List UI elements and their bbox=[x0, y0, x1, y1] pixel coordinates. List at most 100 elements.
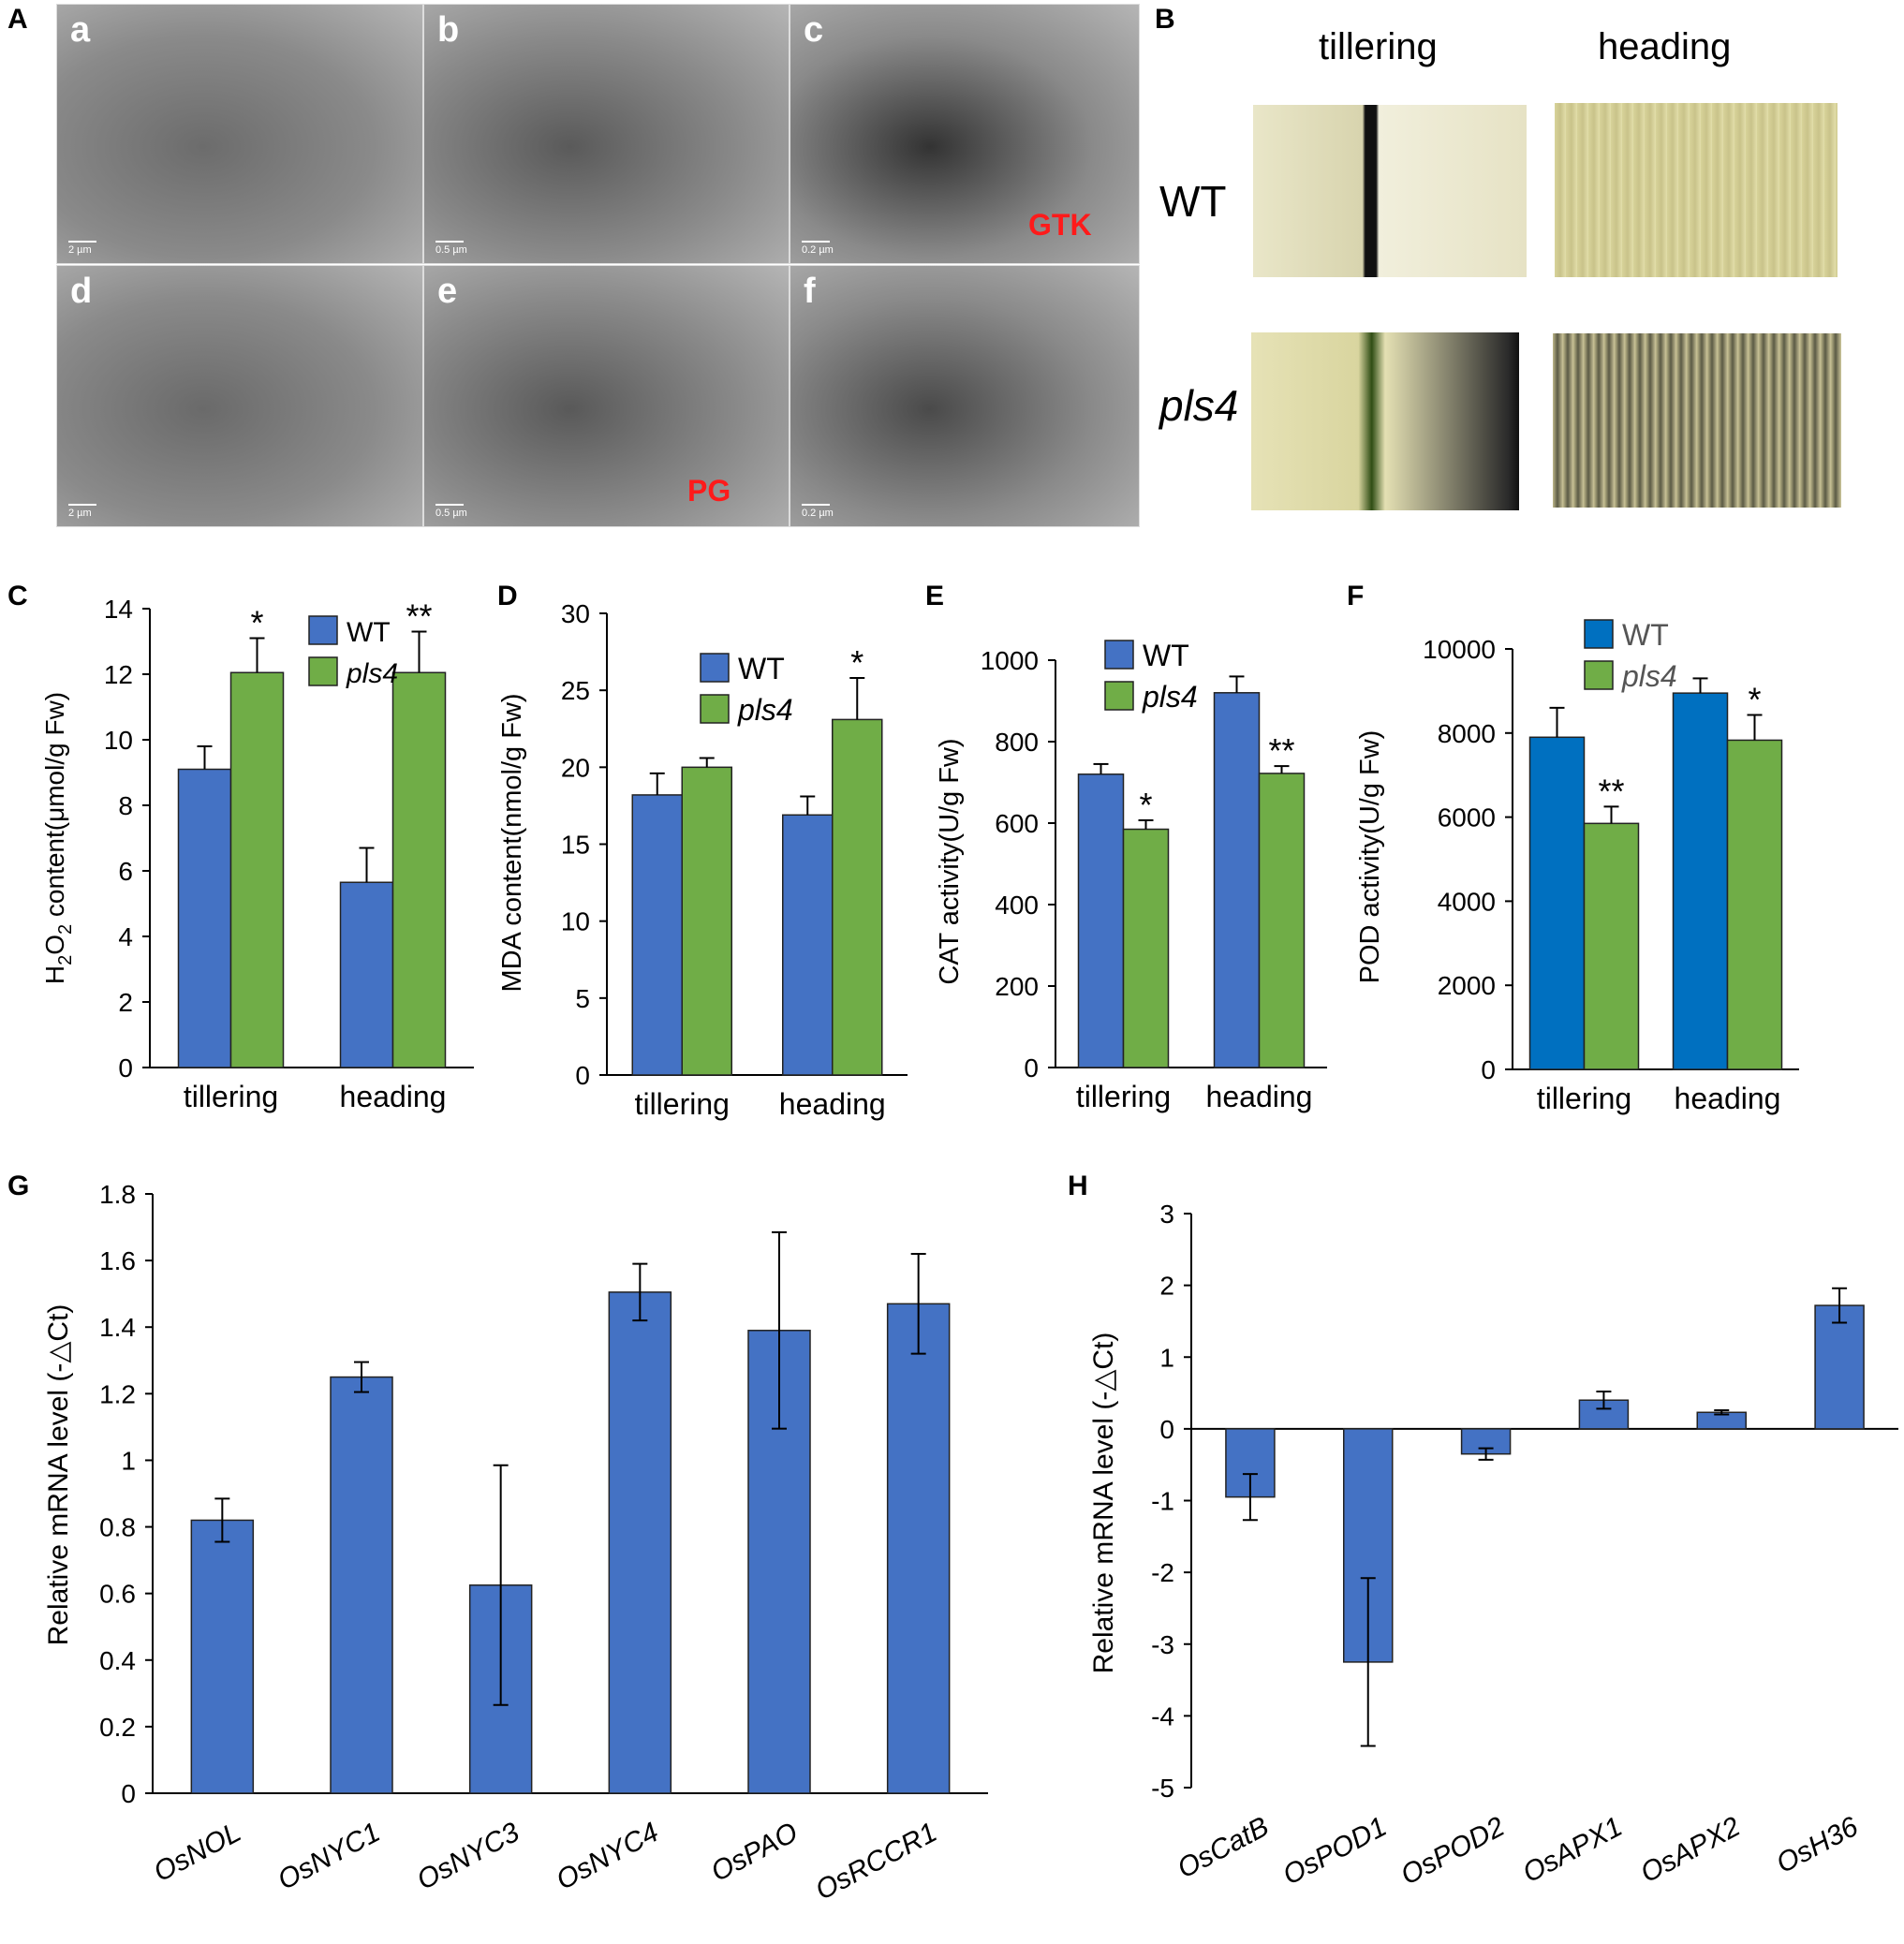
stain-wt-heading bbox=[1555, 103, 1838, 277]
y-tick-label: 4 bbox=[118, 922, 133, 951]
panel-label-g: G bbox=[7, 1171, 30, 1201]
y-tick-label: 0.4 bbox=[99, 1646, 136, 1675]
y-tick-label: 400 bbox=[995, 891, 1039, 920]
tem-letter-f: f bbox=[804, 272, 816, 311]
y-tick-label: -4 bbox=[1151, 1701, 1174, 1730]
bar-wt bbox=[1672, 692, 1729, 1070]
panel-label-a: A bbox=[7, 4, 28, 35]
y-tick-label: 6000 bbox=[1438, 803, 1496, 832]
y-tick-label: 3 bbox=[1159, 1200, 1174, 1229]
bar bbox=[886, 1303, 951, 1794]
stain-row-wt: WT bbox=[1159, 177, 1227, 226]
category-label: OsCatB bbox=[1173, 1811, 1274, 1884]
y-tick-label: 0 bbox=[1481, 1055, 1496, 1084]
y-tick-label: 1000 bbox=[981, 646, 1039, 675]
legend-label: pls4 bbox=[1621, 659, 1677, 693]
y-tick-label: 1.8 bbox=[99, 1180, 136, 1209]
y-axis-label: Relative mRNA level (-△Ct) bbox=[1088, 1333, 1119, 1674]
category-label: tillering bbox=[1076, 1080, 1171, 1113]
y-tick-label: 2 bbox=[1159, 1272, 1174, 1301]
bar bbox=[608, 1291, 672, 1794]
chart-d: 0 5 10 15 20 25 30 MDA content(nmol/g Fw) tiller… bbox=[497, 599, 908, 1121]
tem-letter-b: b bbox=[437, 10, 460, 50]
panel-label-d: D bbox=[497, 581, 518, 611]
legend-label: WT bbox=[738, 652, 785, 685]
scale-bar-label: 0.5 µm bbox=[435, 504, 467, 519]
legend-label: pls4 bbox=[737, 693, 793, 727]
category-label: OsNOL bbox=[149, 1817, 246, 1888]
y-tick-label: 0 bbox=[1024, 1053, 1039, 1082]
legend-label: WT bbox=[1143, 639, 1189, 672]
y-tick-label: 800 bbox=[995, 728, 1039, 757]
category-label: tillering bbox=[1537, 1082, 1631, 1115]
legend-swatch bbox=[308, 656, 338, 686]
tem-image-b: b 0.5 µm bbox=[423, 4, 790, 264]
y-axis-label: H2O2 content(μmol/g Fw) bbox=[40, 692, 76, 984]
stain-col-heading: heading bbox=[1598, 26, 1732, 67]
y-tick-label: 0 bbox=[1159, 1415, 1174, 1444]
y-axis-label: Relative mRNA level (-△Ct) bbox=[43, 1304, 74, 1646]
tem-image-e: e 0.5 µm bbox=[423, 265, 790, 527]
category-label: tillering bbox=[184, 1080, 278, 1113]
tem-letter-c: c bbox=[804, 10, 824, 50]
bar-wt bbox=[782, 814, 834, 1076]
y-tick-label: 0 bbox=[121, 1779, 136, 1808]
legend-label: pls4 bbox=[346, 658, 398, 689]
bar-wt bbox=[1528, 736, 1586, 1070]
category-label: OsPOD1 bbox=[1278, 1811, 1392, 1891]
y-tick-label: 10 bbox=[104, 726, 133, 755]
category-label: OsNYC3 bbox=[412, 1817, 524, 1896]
legend-swatch bbox=[1584, 660, 1614, 690]
y-tick-label: 8000 bbox=[1438, 719, 1496, 748]
y-axis-label: MDA content(nmol/g Fw) bbox=[497, 693, 527, 992]
y-axis-label: POD activity(U/g Fw) bbox=[1355, 730, 1385, 984]
bar-wt bbox=[339, 881, 394, 1068]
significance-mark: * bbox=[250, 604, 263, 642]
scale-bar-label: 2 µm bbox=[68, 241, 96, 256]
y-tick-label: 30 bbox=[561, 599, 590, 628]
tem-image-a: a 2 µm bbox=[56, 4, 423, 264]
category-label: OsRCCR1 bbox=[810, 1817, 942, 1907]
bar-pls4 bbox=[1583, 822, 1640, 1070]
y-tick-label: 2 bbox=[118, 988, 133, 1017]
y-tick-label: 1 bbox=[1159, 1343, 1174, 1372]
stain-pls4-heading bbox=[1553, 333, 1841, 508]
legend-swatch bbox=[1104, 681, 1134, 711]
panel-label-e: E bbox=[925, 581, 945, 611]
y-tick-label: 0.8 bbox=[99, 1513, 136, 1542]
tem-image-d: d 2 µm bbox=[56, 265, 423, 527]
y-tick-label: 6 bbox=[118, 857, 133, 886]
category-label: OsPOD2 bbox=[1395, 1811, 1510, 1892]
category-label: OsH36 bbox=[1771, 1811, 1863, 1879]
chart-e: 0 200 400 600 800 1000 CAT activity(U/g Fw) * ti… bbox=[935, 639, 1327, 1113]
stain-pls4-tillering bbox=[1251, 332, 1519, 510]
bar-pls4 bbox=[1258, 773, 1306, 1068]
bar-pls4 bbox=[1122, 828, 1170, 1068]
bar-pls4 bbox=[229, 671, 285, 1068]
stain-col-tillering: tillering bbox=[1319, 26, 1438, 67]
legend-label: WT bbox=[1622, 618, 1669, 652]
bar bbox=[330, 1376, 393, 1794]
y-label-part: 2 bbox=[55, 924, 76, 935]
tem-image-f: f 0.2 µm bbox=[790, 265, 1140, 527]
legend-label: pls4 bbox=[1142, 680, 1198, 714]
stain-row-pls4: pls4 bbox=[1159, 381, 1239, 430]
legend-swatch bbox=[1104, 640, 1134, 670]
tem-letter-e: e bbox=[437, 272, 458, 311]
category-label: OsAPX1 bbox=[1518, 1811, 1628, 1889]
legend-swatch bbox=[1584, 619, 1614, 649]
category-label: heading bbox=[340, 1080, 447, 1113]
scale-bar-label: 2 µm bbox=[68, 504, 96, 519]
bar-pls4 bbox=[391, 671, 447, 1068]
y-tick-label: 10 bbox=[561, 907, 590, 936]
y-tick-label: 1.2 bbox=[99, 1379, 136, 1408]
y-tick-label: 0 bbox=[118, 1053, 133, 1082]
chart-f: 0 2000 4000 6000 8000 10000 POD activity(U/g F… bbox=[1355, 618, 1799, 1115]
chart-g: 0 0.2 0.4 0.6 0.8 1 1.2 1.4 1.6 1.8 Relative mRNA … bbox=[43, 1180, 988, 1907]
y-tick-label: 10000 bbox=[1423, 635, 1496, 664]
category-label: heading bbox=[1206, 1080, 1313, 1113]
y-label-part: H bbox=[40, 965, 69, 984]
significance-mark: ** bbox=[1268, 731, 1294, 770]
panel-label-b: B bbox=[1155, 4, 1175, 35]
